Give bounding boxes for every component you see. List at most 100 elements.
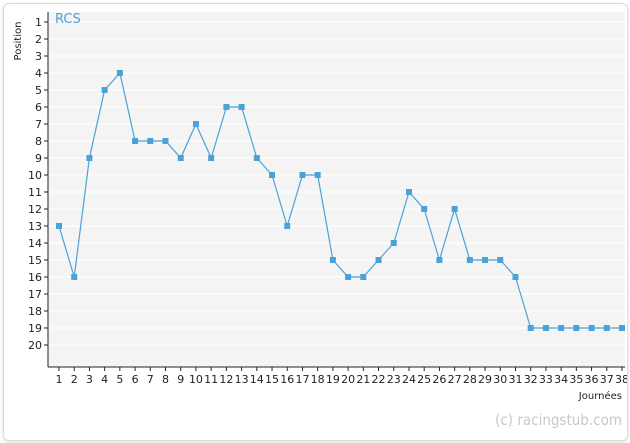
y-axis-label: Position [13,22,24,61]
data-point [360,274,367,280]
data-point [542,325,549,331]
y-tick-label: 19 [28,322,42,335]
x-tick-label: 26 [432,373,446,386]
data-point [56,223,62,229]
y-tick-label: 13 [28,220,42,233]
data-point [527,325,534,331]
x-tick-label: 1 [56,373,63,386]
data-point [512,274,519,280]
data-point [223,104,230,110]
data-point [421,206,428,212]
data-point [345,274,352,280]
data-point [299,172,306,178]
x-tick-label: 22 [372,373,386,386]
watermark: (c) racingstub.com [495,411,622,429]
data-point [238,104,245,110]
x-tick-label: 23 [387,373,401,386]
y-tick-label: 20 [28,339,42,352]
y-tick-label: 11 [28,186,42,199]
y-tick-label: 3 [35,50,42,63]
x-tick-label: 5 [116,373,123,386]
y-tick-label: 10 [28,169,42,182]
x-tick-label: 12 [219,373,233,386]
x-tick-label: 38 [615,373,627,386]
chart-panel: 1 2 3 4 5 6 7 8 9 10 11 12 13 14 15 16 17 18 19 20 1 2 3 4 5 6 7 8 9… [3,3,628,441]
data-point [466,257,473,263]
x-tick-label: 30 [493,373,507,386]
data-point [253,155,260,161]
x-tick-label: 17 [295,373,309,386]
y-tick-label: 8 [35,135,42,148]
x-tick-label: 3 [86,373,93,386]
x-tick-label: 13 [235,373,249,386]
y-tick-label: 1 [35,16,42,29]
x-tick-label: 16 [280,373,294,386]
y-tick-label: 14 [28,237,42,250]
x-tick-label: 35 [569,373,583,386]
data-point [375,257,382,263]
x-tick-label: 20 [341,373,355,386]
x-tick-label: 21 [356,373,370,386]
data-point [436,257,443,263]
x-tick-label: 24 [402,373,416,386]
data-point [116,70,123,76]
data-point [390,240,397,246]
data-point [284,223,291,229]
y-tick-label: 17 [28,288,42,301]
x-axis-label: Journées [578,390,622,402]
x-tick-label: 14 [250,373,264,386]
x-tick-label: 9 [177,373,184,386]
data-point [618,325,625,331]
data-point [147,138,154,144]
y-tick-label: 4 [35,67,42,80]
x-tick-label: 32 [524,373,538,386]
y-tick-label: 16 [28,271,42,284]
x-tick-label: 27 [448,373,462,386]
data-point [101,87,108,93]
data-point [573,325,580,331]
x-tick-label: 33 [539,373,553,386]
y-tick-label: 12 [28,203,42,216]
x-tick-label: 28 [463,373,477,386]
y-tick-label: 6 [35,101,42,114]
x-tick-label: 2 [71,373,78,386]
y-tick-label: 15 [28,254,42,267]
x-tick-label: 19 [326,373,340,386]
data-point [451,206,458,212]
series-label: RCS [55,12,81,27]
y-tick-label: 7 [35,118,42,131]
x-tick-label: 36 [585,373,599,386]
x-tick-label: 31 [508,373,522,386]
x-tick-label: 10 [189,373,203,386]
x-tick-label: 11 [204,373,218,386]
data-point [162,138,169,144]
y-tick-label: 5 [35,84,42,97]
plot-area [48,12,625,367]
data-point [314,172,321,178]
x-tick-label: 4 [101,373,108,386]
data-point [132,138,139,144]
x-tick-label: 7 [147,373,154,386]
x-tick-label: 34 [554,373,568,386]
data-point [558,325,565,331]
data-point [177,155,184,161]
data-point [208,155,215,161]
data-point [329,257,336,263]
x-tick-label: 18 [311,373,325,386]
data-point [71,274,78,280]
x-tick-label: 8 [162,373,169,386]
data-point [269,172,276,178]
x-tick-label: 15 [265,373,279,386]
data-point [86,155,93,161]
x-tick-label: 6 [132,373,139,386]
data-point [588,325,595,331]
data-point [192,121,199,127]
y-tick-label: 18 [28,305,42,318]
data-point [603,325,610,331]
data-point [482,257,489,263]
x-tick-label: 37 [600,373,614,386]
y-tick-label: 9 [35,152,42,165]
y-tick-label: 2 [35,33,42,46]
x-tick-label: 25 [417,373,431,386]
